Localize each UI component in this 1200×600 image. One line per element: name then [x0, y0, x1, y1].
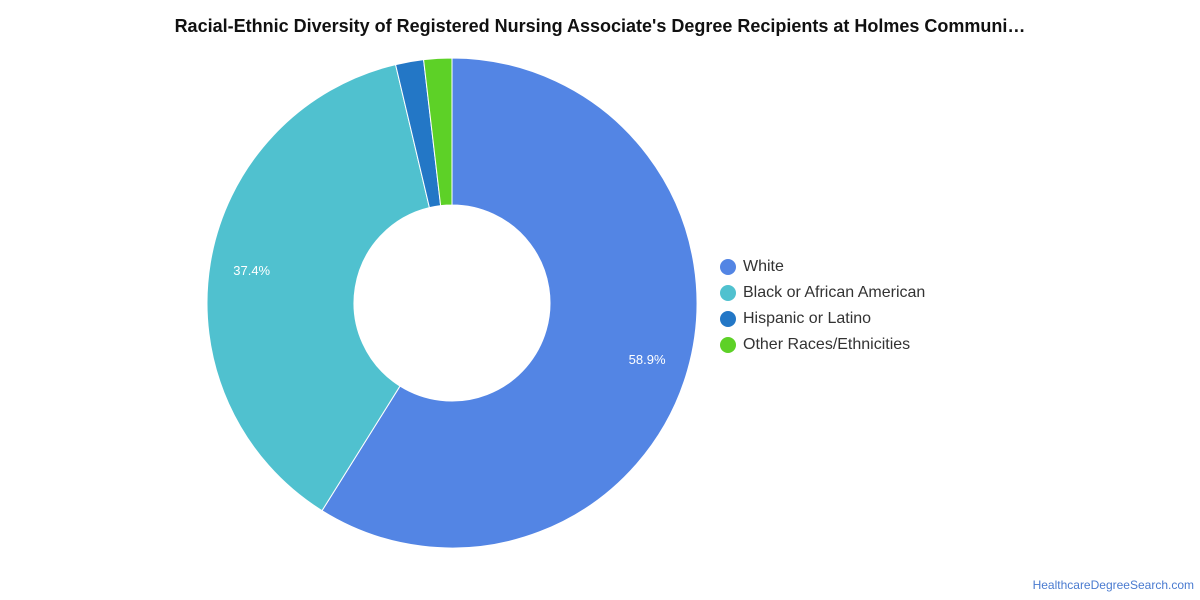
donut-slice-white[interactable]	[321, 57, 698, 549]
donut-slice-black-or-african-american[interactable]	[206, 63, 431, 512]
legend-label: Black or African American	[743, 284, 926, 301]
legend-swatch	[720, 337, 736, 353]
source-link[interactable]: HealthcareDegreeSearch.com	[1032, 578, 1194, 592]
legend-swatch	[720, 259, 736, 275]
legend-label: Hispanic or Latino	[743, 310, 872, 327]
legend-swatch	[720, 311, 736, 327]
legend-item[interactable]: Other Races/Ethnicities	[720, 332, 925, 358]
donut-slice-other-races-ethnicities[interactable]	[423, 57, 453, 207]
legend-label: White	[743, 258, 784, 275]
data-label: 37.4%	[233, 263, 270, 278]
legend-item[interactable]: Black or African American	[720, 280, 925, 306]
legend-item[interactable]: White	[720, 254, 925, 280]
chart-title: Racial-Ethnic Diversity of Registered Nu…	[174, 16, 1026, 36]
legend-swatch	[720, 285, 736, 301]
legend-item[interactable]: Hispanic or Latino	[720, 306, 925, 332]
chart-legend: White Black or African American Hispanic o…	[720, 254, 925, 358]
data-label: 58.9%	[629, 352, 666, 367]
legend-label: Other Races/Ethnicities	[743, 336, 911, 353]
